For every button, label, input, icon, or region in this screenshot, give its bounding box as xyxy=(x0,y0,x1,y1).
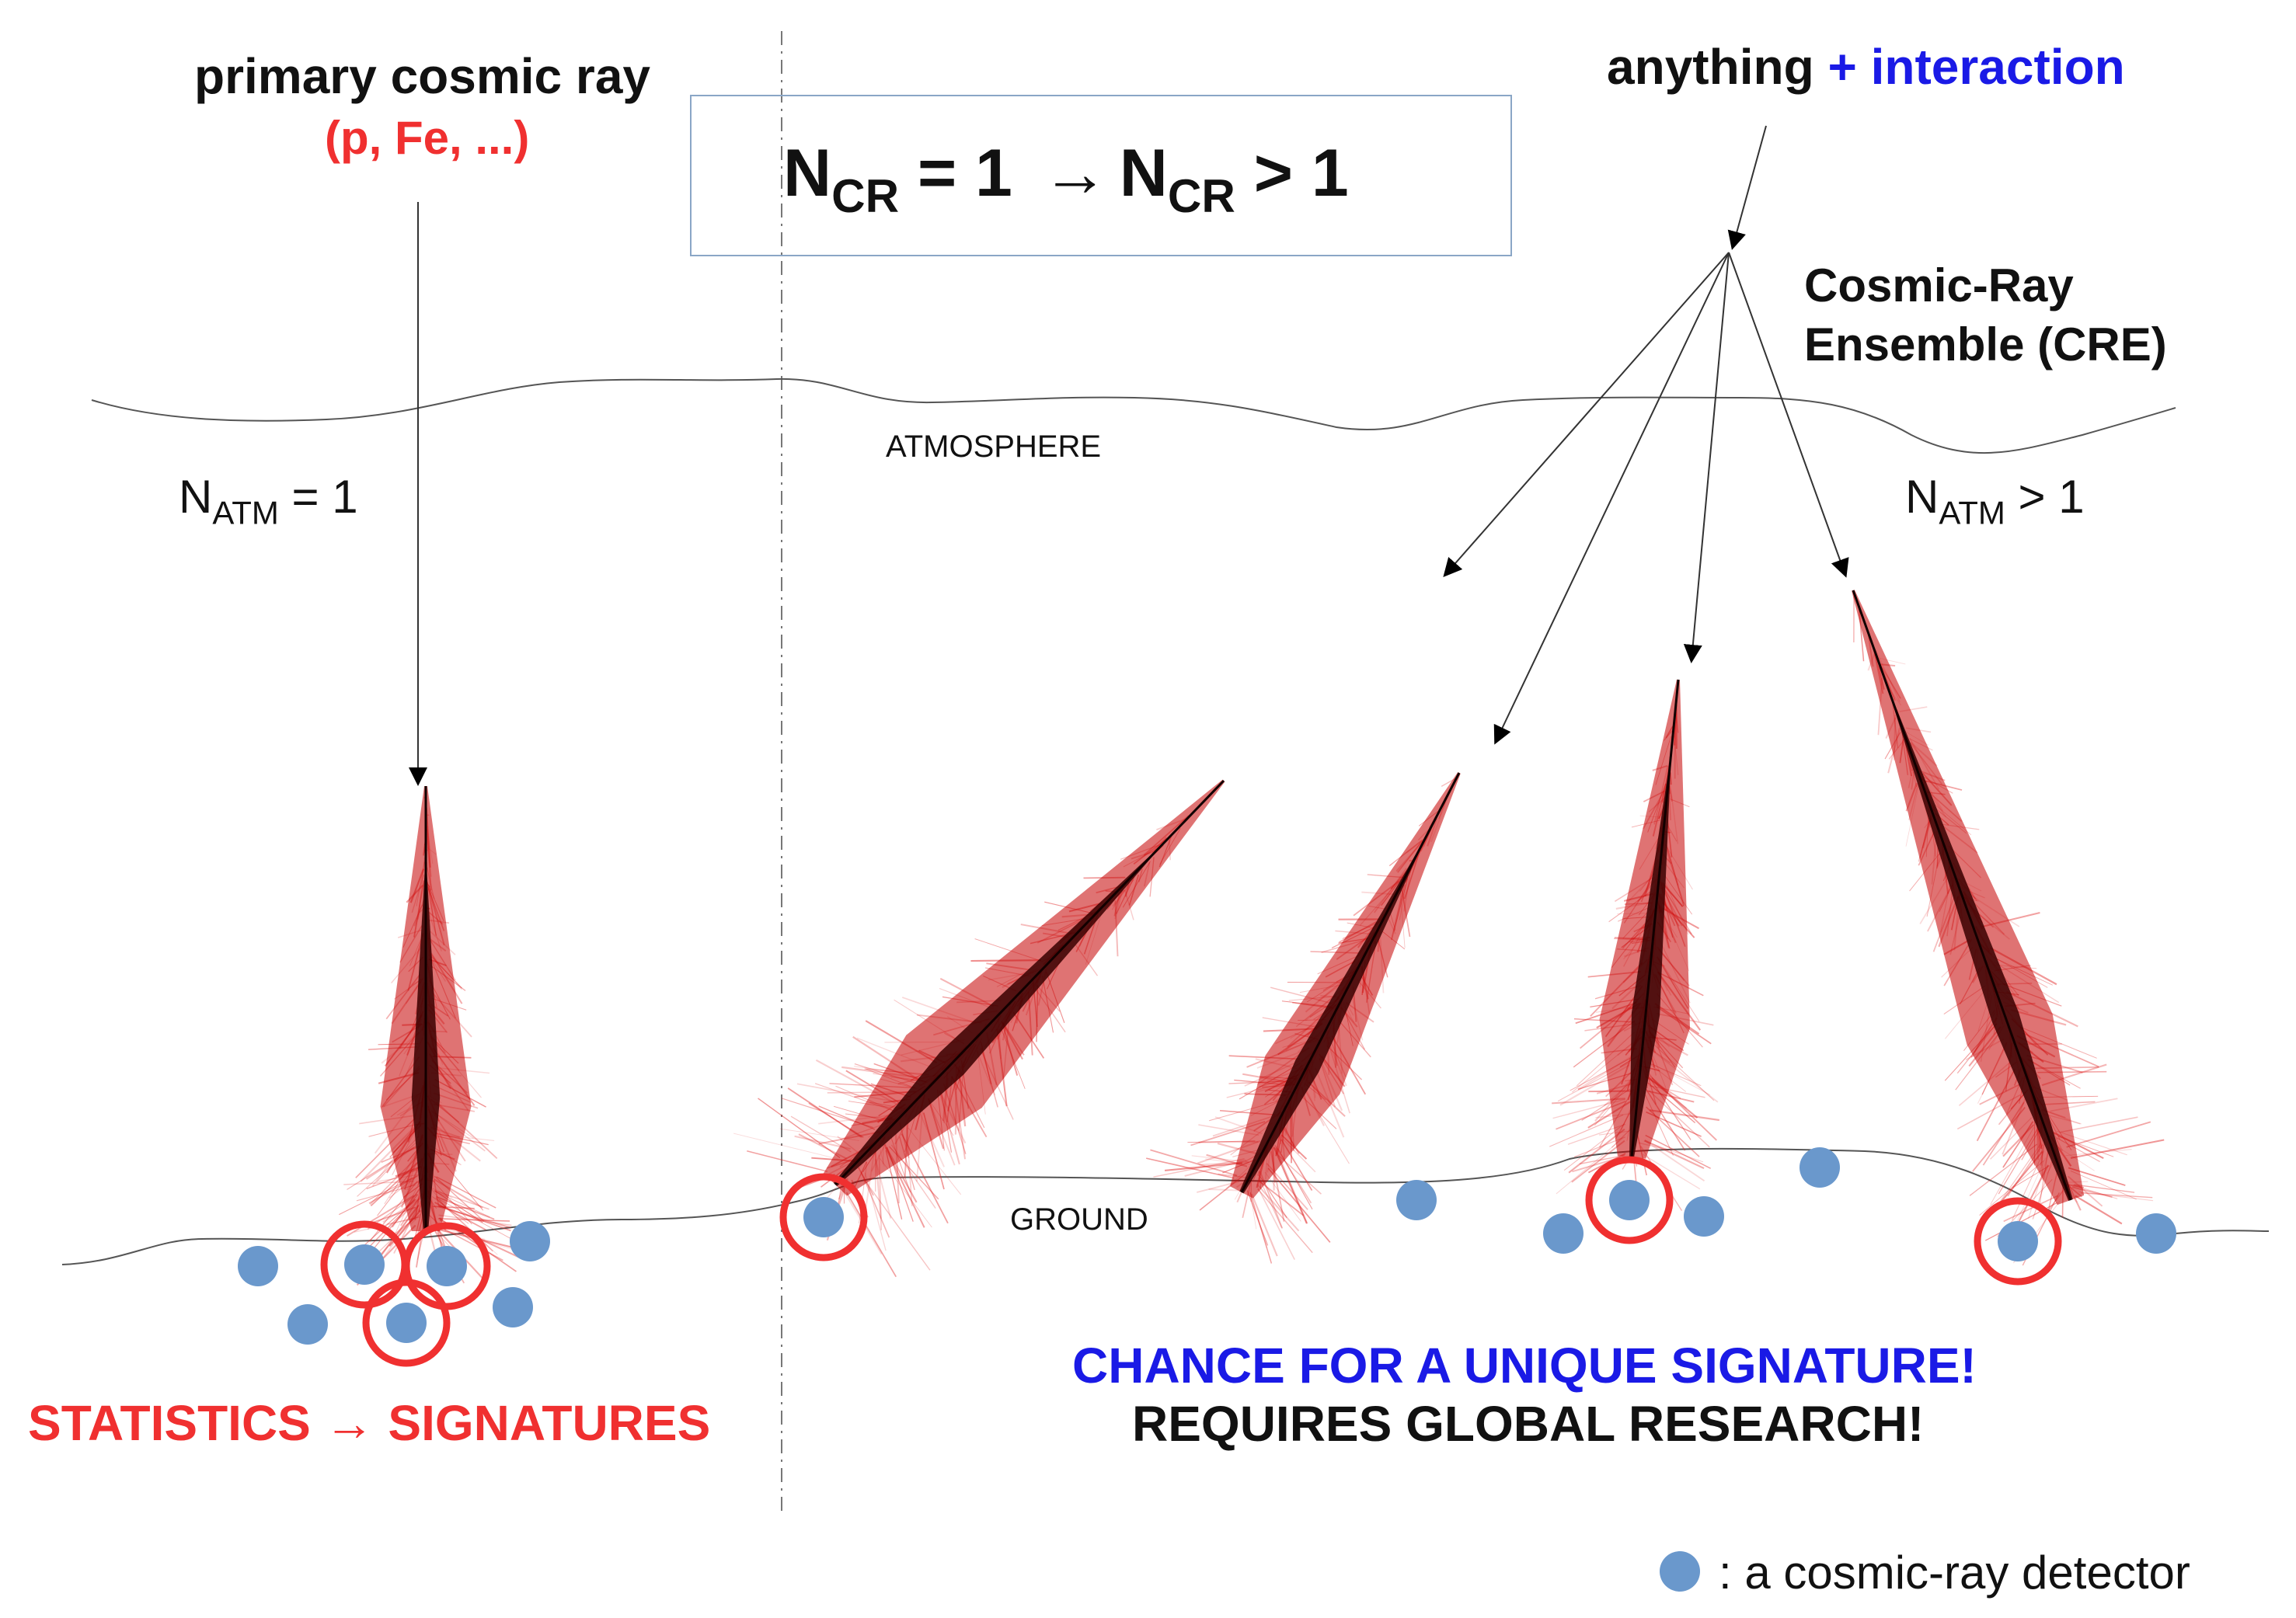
eq-n-2: N xyxy=(1120,136,1168,211)
detector xyxy=(510,1221,550,1261)
detector xyxy=(1396,1180,1437,1220)
cre-label-line2: Ensemble (CRE) xyxy=(1804,322,2167,368)
detector xyxy=(287,1304,328,1345)
hit-rings xyxy=(324,1160,2058,1363)
cre-arrow-3 xyxy=(1692,252,1729,660)
natm-left-label: NATM = 1 xyxy=(179,474,358,520)
detector xyxy=(803,1197,844,1237)
cre-equation: NCR = 1 →NCR > 1 xyxy=(783,140,1349,207)
legend-text: : a cosmic-ray detector xyxy=(1719,1550,2190,1596)
cre-arrow-2 xyxy=(1496,252,1729,742)
detector xyxy=(1998,1221,2038,1261)
detector xyxy=(344,1244,385,1285)
shower-primary xyxy=(339,786,519,1285)
atmosphere-label: ATMOSPHERE xyxy=(886,431,1101,462)
eq-left: = 1 xyxy=(899,136,1031,211)
natm-right-label: NATM > 1 xyxy=(1905,474,2085,520)
natm-right-sub: ATM xyxy=(1939,495,2005,531)
source-arrow xyxy=(1733,126,1766,247)
right-caption-line2: REQUIRES GLOBAL RESEARCH! xyxy=(1132,1399,1924,1449)
natm-left-sub: ATM xyxy=(212,495,279,531)
detector xyxy=(493,1287,533,1327)
detector xyxy=(386,1303,427,1343)
natm-left-n: N xyxy=(179,471,212,523)
natm-right-rest: > 1 xyxy=(2005,471,2085,523)
source-interaction: + interaction xyxy=(1827,39,2124,95)
eq-arrow: → xyxy=(1042,136,1109,211)
detector xyxy=(427,1246,467,1286)
detector xyxy=(1609,1180,1650,1220)
shower-cre-4 xyxy=(1852,590,2164,1265)
eq-cr-1: CR xyxy=(831,170,899,222)
primary-label: primary cosmic ray xyxy=(194,51,650,101)
shower-cre-1 xyxy=(733,780,1225,1277)
cre-arrow-1 xyxy=(1445,252,1729,575)
primary-species: (p, Fe, ...) xyxy=(325,115,529,162)
right-caption-line1: CHANCE FOR A UNIQUE SIGNATURE! xyxy=(1072,1341,1977,1390)
left-caption: STATISTICS → SIGNATURES xyxy=(28,1398,710,1448)
atmosphere-line xyxy=(92,379,2176,453)
detector xyxy=(1800,1147,1840,1188)
detector xyxy=(1684,1196,1724,1237)
ground-label: GROUND xyxy=(1010,1204,1148,1235)
eq-right: > 1 xyxy=(1235,136,1349,211)
eq-cr-2: CR xyxy=(1168,170,1235,222)
source-label: anything + interaction xyxy=(1607,42,2125,92)
cre-label-line1: Cosmic-Ray xyxy=(1804,263,2074,309)
natm-right-n: N xyxy=(1905,471,1939,523)
legend-detector-icon xyxy=(1660,1551,1700,1592)
shower-cre-3 xyxy=(1549,680,1719,1211)
eq-n-1: N xyxy=(783,136,831,211)
air-showers xyxy=(339,590,2164,1285)
detector xyxy=(238,1246,278,1286)
source-anything: anything xyxy=(1607,39,1814,95)
detector xyxy=(1543,1213,1584,1254)
natm-left-rest: = 1 xyxy=(279,471,358,523)
detector xyxy=(2136,1213,2176,1254)
